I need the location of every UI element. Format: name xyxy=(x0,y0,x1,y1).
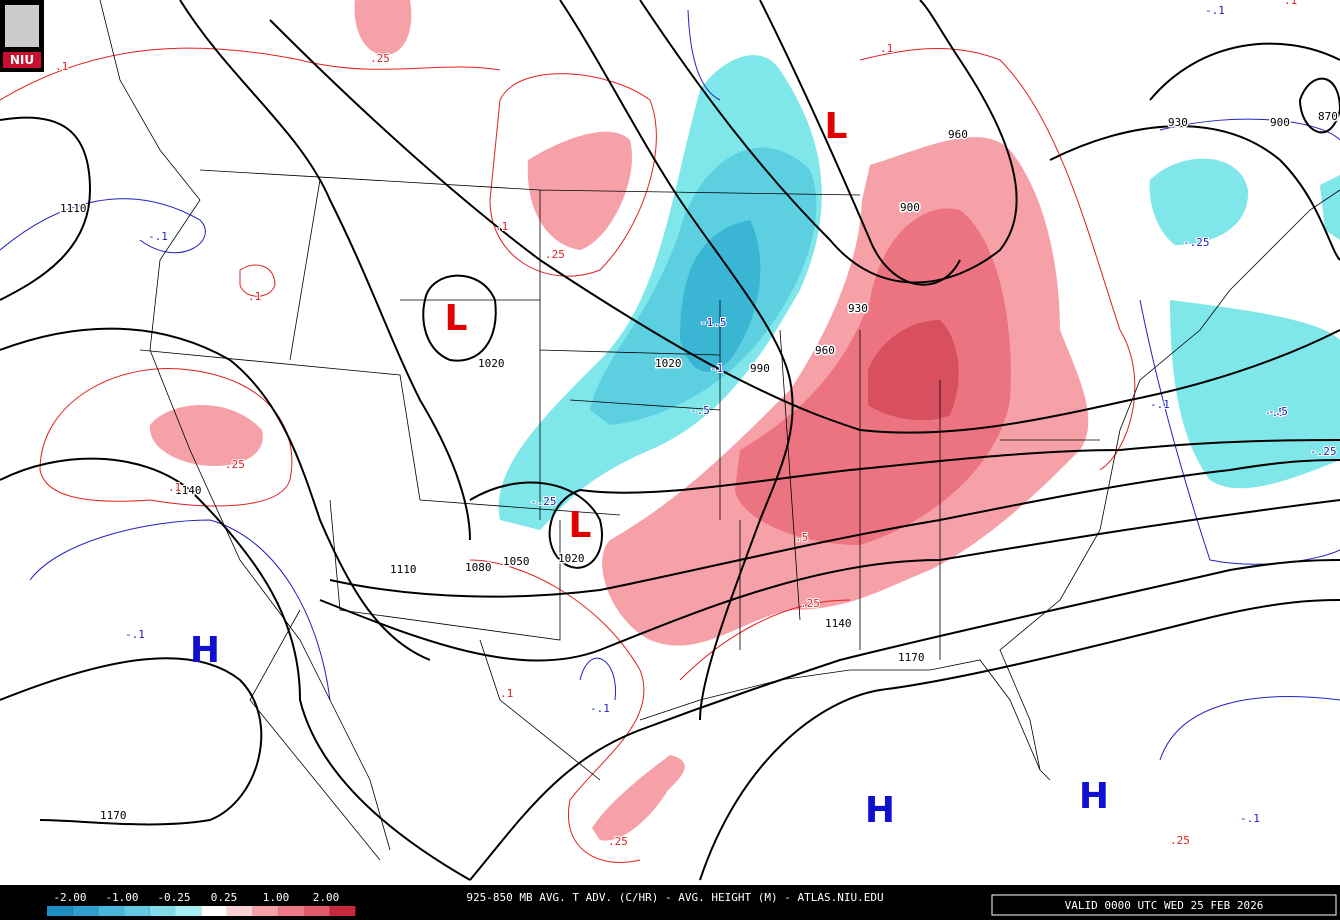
height-contours xyxy=(0,0,1340,881)
advection-label: -.1 xyxy=(125,628,145,641)
height-label: 1170 xyxy=(100,809,127,822)
advection-label: -.1 xyxy=(1150,398,1170,411)
advection-label: .1 xyxy=(55,60,68,73)
legend-swatch xyxy=(252,906,279,916)
height-label: 1140 xyxy=(175,484,202,497)
advection-label: -.1 xyxy=(590,702,610,715)
legend-swatch xyxy=(329,906,356,916)
height-label: 960 xyxy=(815,344,835,357)
advection-label: .25 xyxy=(608,835,628,848)
pressure-center: L xyxy=(825,106,848,147)
pressure-center: H xyxy=(190,630,220,671)
advection-label: -1.5 xyxy=(700,316,727,329)
legend-label: -0.25 xyxy=(157,891,190,904)
advection-label: .25 xyxy=(370,52,390,65)
legend-label: -2.00 xyxy=(53,891,86,904)
legend-swatch xyxy=(201,906,227,916)
legend-label: 0.25 xyxy=(211,891,238,904)
advection-label: -.25 xyxy=(1310,445,1337,458)
logo: NIU xyxy=(0,0,44,72)
height-label: 1080 xyxy=(465,561,492,574)
advection-label: .1 xyxy=(500,687,513,700)
advection-label: .25 xyxy=(1170,834,1190,847)
legend-swatch xyxy=(175,906,202,916)
height-label: 1110 xyxy=(390,563,417,576)
legend-swatch xyxy=(226,906,253,916)
legend-swatch xyxy=(278,906,304,916)
advection-label: -.25 xyxy=(530,495,557,508)
valid-time: VALID 0000 UTC WED 25 FEB 2026 xyxy=(1065,899,1264,912)
height-label: 900 xyxy=(1270,116,1290,129)
advection-contours xyxy=(0,9,1340,863)
contour-labels: 1110 1020 990 960 930 900 960 930 900 870 1020 1140… xyxy=(54,0,1339,849)
pressure-center: L xyxy=(569,505,592,546)
legend-swatch xyxy=(47,906,73,916)
advection-label: -.1 xyxy=(148,230,168,243)
advection-label: -.5 xyxy=(1265,406,1285,419)
height-label: 870 xyxy=(1318,110,1338,123)
borders xyxy=(99,0,1340,861)
height-label: 1140 xyxy=(825,617,852,630)
advection-label: .5 xyxy=(795,531,808,544)
advection-label: -.1 xyxy=(1240,812,1260,825)
legend-label: 1.00 xyxy=(263,891,290,904)
pressure-center: L xyxy=(445,298,468,339)
height-label: 1020 xyxy=(655,357,682,370)
legend-swatch xyxy=(72,906,99,916)
advection-label: .1 xyxy=(248,290,261,303)
footer-title: 925-850 MB AVG. T ADV. (C/HR) - AVG. HEI… xyxy=(466,891,883,904)
advection-label: .1 xyxy=(168,481,181,494)
height-label: 990 xyxy=(750,362,770,375)
legend-label: 2.00 xyxy=(313,891,340,904)
color-legend: -2.00 -1.00 -0.25 0.25 1.00 2.00 xyxy=(47,891,356,916)
valid-box xyxy=(991,894,1337,916)
logo-band xyxy=(3,52,41,68)
height-label: 1110 xyxy=(60,202,87,215)
legend-swatch xyxy=(124,906,150,916)
advection-label: .25 xyxy=(800,597,820,610)
advection-label: .1 xyxy=(495,220,508,233)
height-label: 930 xyxy=(1168,116,1188,129)
advection-label: .25 xyxy=(225,458,245,471)
height-label: 1050 xyxy=(503,555,530,568)
height-label: 1020 xyxy=(478,357,505,370)
pressure-center: H xyxy=(1079,776,1109,817)
legend-label: -1.00 xyxy=(105,891,138,904)
height-label: 900 xyxy=(900,201,920,214)
advection-label: -1 xyxy=(710,362,723,375)
height-label: 960 xyxy=(948,128,968,141)
advection-label: -.25 xyxy=(1183,236,1210,249)
advection-label: .25 xyxy=(545,248,565,261)
logo-text: NIU xyxy=(10,53,34,67)
pressure-center: H xyxy=(865,790,895,831)
advection-label: .1 xyxy=(880,42,893,55)
pressure-centers: L L L H H H xyxy=(190,106,1109,831)
advection-label: -.5 xyxy=(1268,405,1288,418)
height-label: 930 xyxy=(848,302,868,315)
legend-swatch xyxy=(149,906,176,916)
height-label: 1020 xyxy=(558,552,585,565)
advection-label: -.5 xyxy=(690,404,710,417)
legend-swatch xyxy=(98,906,125,916)
height-label: 1170 xyxy=(898,651,925,664)
advection-label: .1 xyxy=(1284,0,1297,7)
advection-label: -.1 xyxy=(1205,4,1225,17)
legend-swatch xyxy=(304,906,330,916)
logo-emblem xyxy=(5,5,39,47)
